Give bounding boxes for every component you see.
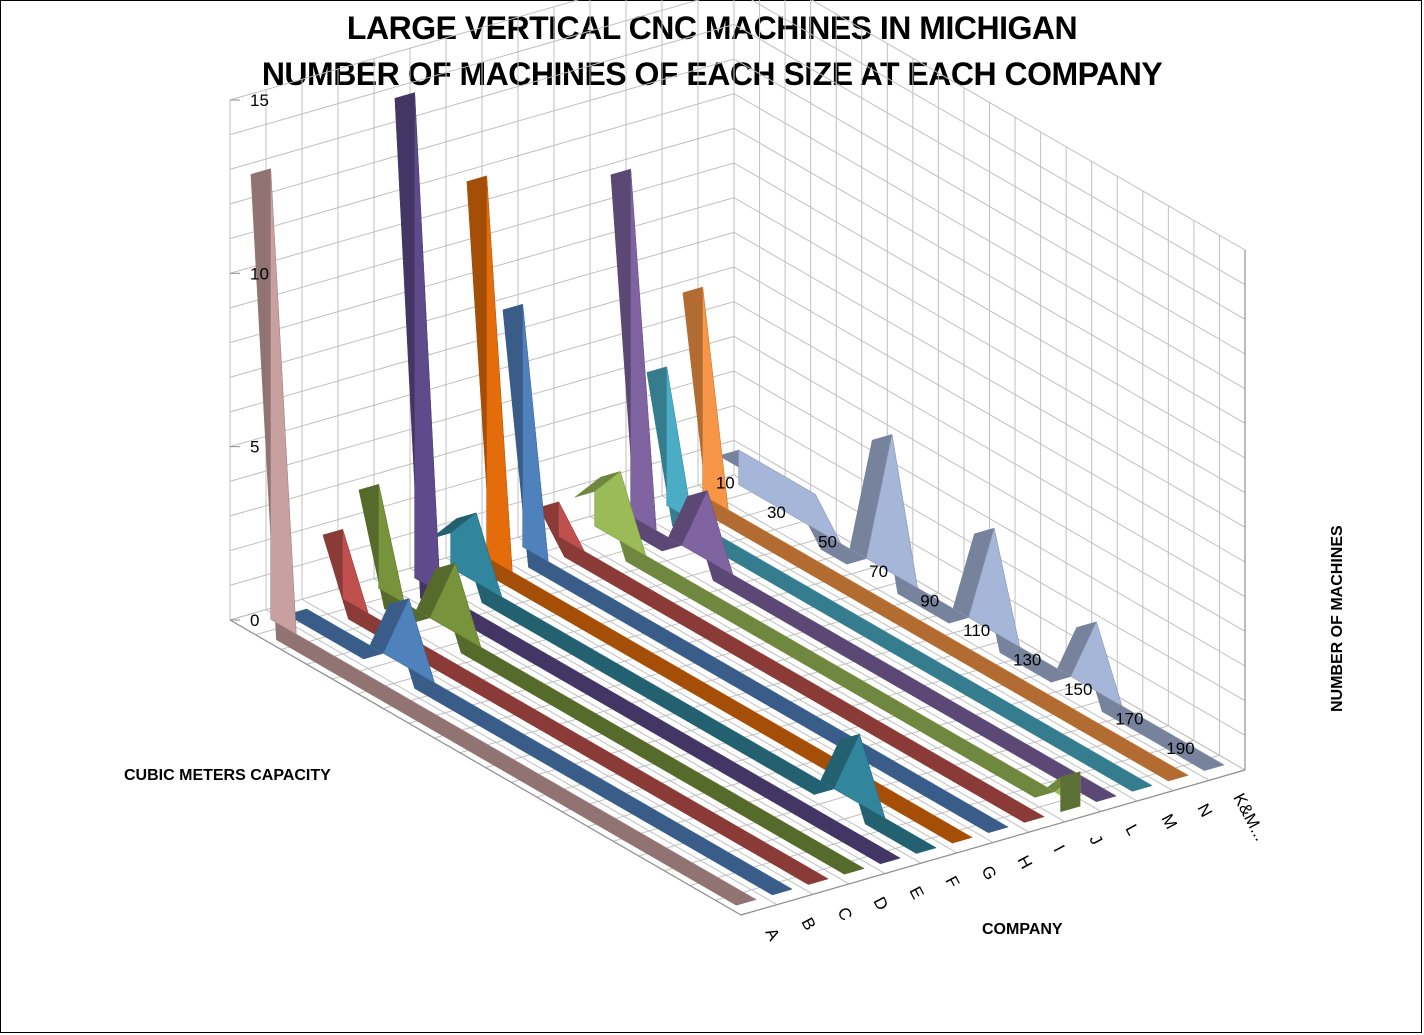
capacity-tick-label: 130 (1013, 650, 1041, 669)
series-area (702, 287, 1189, 776)
gridline (661, 495, 1174, 792)
gridline (409, 567, 922, 864)
y-tick-label: 15 (250, 91, 269, 110)
company-tick-label: J (1085, 832, 1106, 848)
series-a (250, 168, 757, 906)
gridline (589, 515, 1102, 812)
capacity-tick-label: 10 (716, 473, 735, 492)
company-tick-label: F (941, 873, 963, 891)
gridline (481, 547, 994, 843)
series-area (558, 501, 1045, 818)
gridline (517, 536, 1030, 833)
company-tick-label: E (905, 883, 927, 902)
series-area (486, 175, 973, 838)
company-tick-label: N (1193, 800, 1216, 820)
series-area (270, 168, 757, 900)
series-e (394, 92, 901, 865)
capacity-tick-label: 150 (1064, 680, 1092, 699)
series-f (430, 512, 937, 854)
company-tick-label: B (797, 914, 819, 933)
series-area (414, 92, 901, 859)
series-end-cap (1060, 771, 1081, 813)
company-tick-label: I (1049, 842, 1068, 855)
company-tick-label: D (869, 894, 892, 914)
series-i (538, 501, 1045, 823)
company-tick-label: A (761, 925, 783, 945)
capacity-tick-label: 90 (920, 591, 939, 610)
capacity-axis-line (229, 619, 742, 916)
series-layer (250, 92, 1225, 906)
y-tick-label: 5 (250, 438, 259, 457)
y-axis-title: NUMBER OF MACHINES (1329, 525, 1346, 712)
gridline (553, 526, 1066, 823)
capacity-tick-label: 70 (869, 562, 888, 581)
capacity-tick-label: 30 (767, 503, 786, 522)
chart-gridlines (229, 0, 1246, 916)
capacity-tick-label: 190 (1166, 739, 1194, 758)
chart-title-line1: LARGE VERTICAL CNC MACHINES IN MICHIGAN (346, 10, 1078, 46)
capacity-tick-label: 110 (963, 621, 990, 640)
company-tick-label: H (1013, 852, 1036, 872)
company-tick-label: G (977, 863, 1000, 884)
y-tick-label: 10 (250, 264, 269, 283)
series-m (646, 366, 1153, 792)
series-area (738, 434, 1225, 766)
series-g (466, 175, 973, 844)
y-tick-label: 0 (250, 611, 259, 630)
company-tick-label: L (1121, 821, 1142, 838)
series-area (522, 304, 1009, 828)
company-axis-title: COMPANY (982, 921, 1063, 938)
series-km (718, 434, 1225, 771)
series-h (502, 303, 1009, 834)
series-area (666, 366, 1153, 786)
chart-title-line2: NUMBER OF MACHINES OF EACH SIZE AT EACH … (261, 56, 1163, 92)
gridline (697, 484, 1210, 781)
series-area (594, 471, 1081, 807)
gridline (265, 609, 778, 906)
series-d (358, 483, 865, 875)
series-n (682, 286, 1189, 782)
company-tick-label: K&M... (1229, 790, 1270, 844)
x-axis-title: CUBIC METERS CAPACITY (124, 767, 331, 784)
series-j (574, 471, 1081, 813)
capacity-tick-label: 170 (1115, 709, 1143, 728)
company-axis-line (740, 769, 1246, 916)
company-tick-label: M (1157, 811, 1180, 832)
series-area (450, 512, 937, 849)
series-l (610, 168, 1117, 802)
company-tick-label: C (833, 904, 856, 924)
gridline (337, 588, 850, 885)
series-area (630, 169, 1117, 797)
series-area (306, 597, 793, 890)
capacity-tick-label: 50 (818, 532, 837, 551)
series-b (286, 597, 793, 896)
series-area (378, 484, 865, 869)
